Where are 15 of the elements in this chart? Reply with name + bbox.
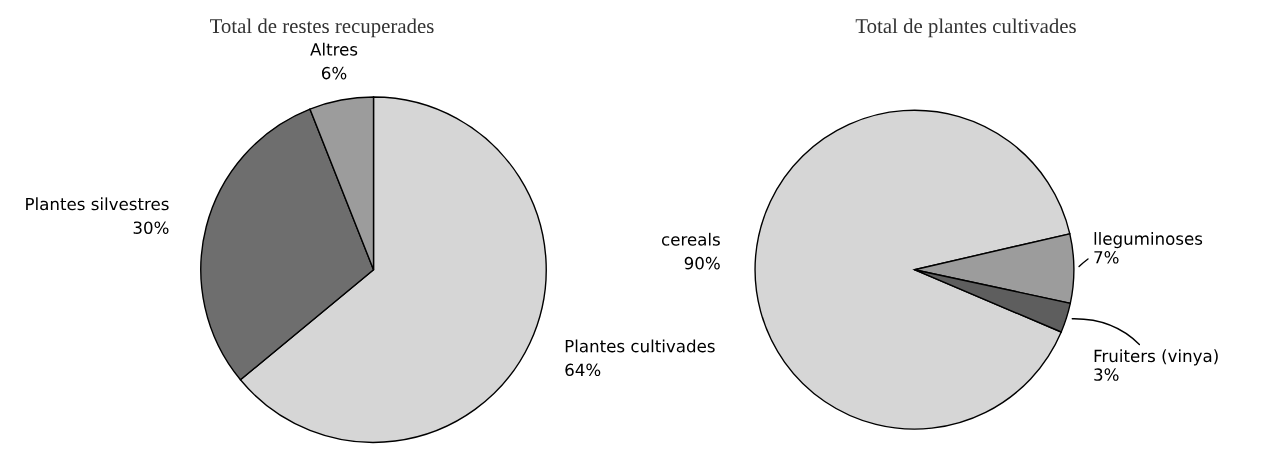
chart-title: Total de restes recuperades bbox=[210, 18, 434, 38]
data-label: 6% bbox=[321, 66, 347, 80]
data-label: 30% bbox=[133, 221, 169, 234]
chart-title: Total de plantes cultivades bbox=[855, 18, 1076, 38]
slice-label: Plantes cultivades bbox=[565, 339, 715, 353]
data-label: 3% bbox=[1094, 368, 1119, 381]
data-label: 7% bbox=[1094, 250, 1119, 264]
data-label: 64% bbox=[565, 363, 601, 377]
data-label: 90% bbox=[684, 256, 720, 270]
pie-slice bbox=[754, 109, 1071, 430]
slice-label: Altres bbox=[310, 42, 358, 56]
slice-label: Plantes silvestres bbox=[26, 197, 169, 211]
slice-label: cereals bbox=[661, 232, 720, 246]
slice-label: lleguminoses bbox=[1094, 232, 1203, 249]
slice-label: Fruiters (vinya) bbox=[1094, 349, 1218, 366]
